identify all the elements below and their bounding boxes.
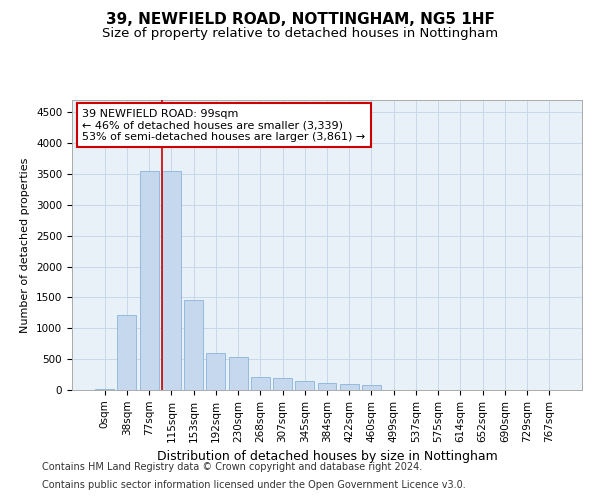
- Bar: [184, 300, 203, 390]
- Text: 39, NEWFIELD ROAD, NOTTINGHAM, NG5 1HF: 39, NEWFIELD ROAD, NOTTINGHAM, NG5 1HF: [106, 12, 494, 28]
- Bar: [140, 171, 158, 390]
- X-axis label: Distribution of detached houses by size in Nottingham: Distribution of detached houses by size …: [157, 450, 497, 463]
- Bar: [95, 389, 114, 390]
- Bar: [251, 377, 270, 390]
- Bar: [206, 353, 225, 390]
- Bar: [229, 358, 248, 390]
- Bar: [273, 378, 292, 390]
- Text: Contains public sector information licensed under the Open Government Licence v3: Contains public sector information licen…: [42, 480, 466, 490]
- Text: 39 NEWFIELD ROAD: 99sqm
← 46% of detached houses are smaller (3,339)
53% of semi: 39 NEWFIELD ROAD: 99sqm ← 46% of detache…: [82, 108, 365, 142]
- Text: Contains HM Land Registry data © Crown copyright and database right 2024.: Contains HM Land Registry data © Crown c…: [42, 462, 422, 472]
- Bar: [295, 380, 314, 390]
- Bar: [162, 171, 181, 390]
- Bar: [362, 386, 381, 390]
- Bar: [118, 314, 136, 390]
- Bar: [317, 383, 337, 390]
- Text: Size of property relative to detached houses in Nottingham: Size of property relative to detached ho…: [102, 28, 498, 40]
- Y-axis label: Number of detached properties: Number of detached properties: [20, 158, 31, 332]
- Bar: [340, 384, 359, 390]
